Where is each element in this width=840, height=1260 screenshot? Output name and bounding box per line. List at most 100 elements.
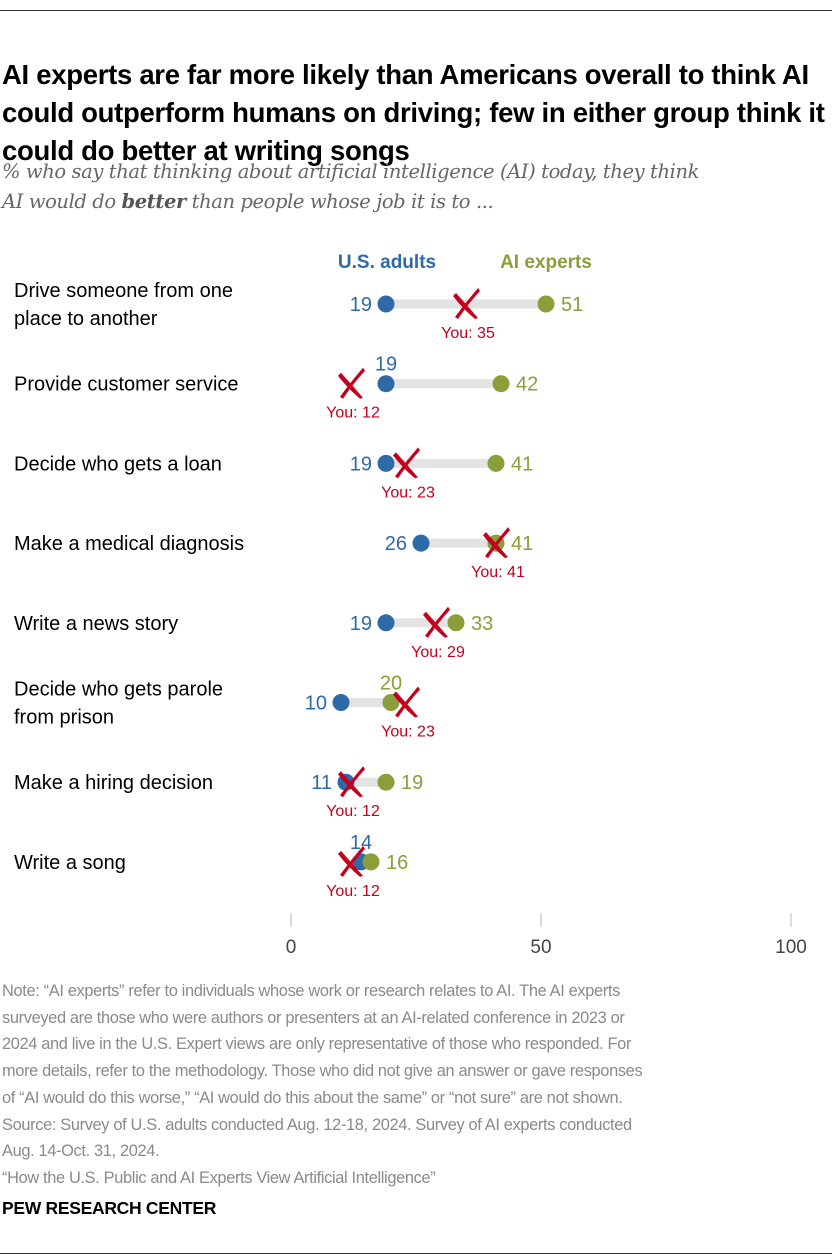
you-x-marker-icon	[423, 606, 450, 638]
ai-experts-value: 51	[561, 294, 583, 316]
us-adults-value: 19	[350, 294, 372, 316]
x-axis: 0 50 100	[286, 913, 807, 958]
row-label-line: Write a news story	[14, 613, 178, 635]
you-x-marker-icon	[483, 527, 510, 559]
row-label-line: Drive someone from one	[14, 280, 233, 302]
legend-us-adults: U.S. adults	[338, 252, 436, 273]
us-adults-dot	[332, 694, 350, 711]
us-adults-value: 19	[350, 613, 372, 635]
you-value-label: You: 23	[381, 724, 435, 741]
chart-title: AI experts are far more likely than Amer…	[2, 59, 825, 166]
note-line: 2024 and live in the U.S. Expert views a…	[2, 1035, 632, 1054]
chart-row: Make a hiring decision 11 19 You: 12	[14, 766, 423, 820]
you-x-stroke	[425, 606, 450, 638]
row-label: Write a news story	[14, 613, 178, 635]
ai-experts-dot	[537, 295, 555, 313]
row-label: Decide who gets parole from prison	[14, 679, 223, 729]
chart-row: Decide who gets a loan 19 41 You: 23	[14, 447, 533, 501]
ai-experts-value: 16	[386, 852, 408, 874]
you-x-marker-icon	[453, 288, 480, 319]
ai-experts-value: 33	[471, 613, 493, 635]
legend-ai-experts: AI experts	[500, 252, 592, 273]
x-tick-label: 100	[775, 937, 807, 958]
you-x-stroke	[485, 527, 510, 559]
row-label: Decide who gets a loan	[14, 453, 222, 475]
chart-rows: Drive someone from one place to another 19…	[14, 280, 583, 900]
you-value-label: You: 12	[326, 405, 380, 422]
us-adults-dot	[377, 295, 395, 313]
ai-experts-value: 20	[380, 673, 402, 695]
you-value-label: You: 12	[326, 803, 380, 820]
row-label: Drive someone from one place to another	[14, 280, 233, 330]
us-adults-value: 11	[311, 772, 332, 794]
x-tick-label: 50	[530, 937, 551, 958]
you-x-stroke	[340, 845, 365, 877]
ai-experts-dot	[492, 375, 510, 393]
you-value-label: You: 35	[441, 325, 495, 342]
note-line: Note: “AI experts” refer to individuals …	[2, 982, 620, 1000]
chart-row: Provide customer service 19 42 You: 12	[14, 354, 538, 422]
ai-experts-dot	[447, 614, 465, 632]
chart-row: Write a song 14 16 You: 12	[14, 832, 408, 900]
chart-subtitle: % who say that thinking about artificial…	[2, 157, 832, 217]
chart-row: Write a news story 19 33 You: 29	[14, 606, 493, 661]
note-line: of “AI would do this worse,” “AI would d…	[2, 1088, 623, 1107]
subtitle-line-1: % who say that thinking about artificial…	[2, 160, 700, 183]
ai-experts-dot	[382, 694, 400, 711]
us-adults-value: 19	[350, 453, 372, 475]
you-x-stroke	[395, 686, 420, 718]
report-title-line: “How the U.S. Public and AI Experts View…	[2, 1168, 436, 1187]
row-label-line: Decide who gets parole	[14, 679, 223, 701]
ai-experts-value: 41	[511, 533, 533, 555]
ai-experts-value: 41	[511, 453, 533, 475]
you-x-marker-icon	[393, 686, 420, 718]
you-x-marker-icon	[338, 845, 365, 877]
note-line: more details, refer to the methodology. …	[2, 1062, 643, 1081]
chart-row: Decide who gets parole from prison 10 20 You…	[14, 673, 435, 741]
row-label-line: Make a hiring decision	[14, 772, 213, 794]
chart-row: Drive someone from one place to another 19…	[14, 280, 583, 342]
you-value-label: You: 12	[326, 883, 380, 900]
row-label: Provide customer service	[14, 374, 239, 396]
row-label: Make a hiring decision	[14, 772, 213, 794]
you-value-label: You: 23	[381, 484, 435, 501]
subtitle-line-2: AI would do better than people whose job…	[2, 190, 494, 213]
row-label-line: Decide who gets a loan	[14, 453, 222, 475]
row-label-line: from prison	[14, 707, 114, 729]
row-label: Make a medical diagnosis	[14, 533, 244, 555]
us-adults-value: 14	[350, 832, 372, 854]
us-adults-value: 26	[385, 533, 407, 555]
row-label: Write a song	[14, 852, 126, 874]
us-adults-value: 10	[305, 693, 327, 715]
us-adults-dot	[377, 375, 395, 393]
row-label-line: Provide customer service	[14, 374, 239, 396]
top-rule	[0, 10, 832, 11]
row-label-line: place to another	[14, 308, 158, 330]
you-value-label: You: 29	[411, 644, 465, 661]
us-adults-dot	[377, 454, 395, 472]
ai-experts-dot	[377, 773, 395, 791]
ai-experts-dot	[487, 454, 505, 472]
x-tick-label: 0	[286, 937, 297, 958]
brand-footer: PEW RESEARCH CENTER	[2, 1198, 217, 1218]
you-value-label: You: 41	[471, 564, 525, 581]
source-line: Source: Survey of U.S. adults conducted …	[2, 1115, 632, 1134]
us-adults-dot	[412, 534, 430, 552]
you-x-marker-icon	[393, 447, 420, 479]
row-label-line: Write a song	[14, 852, 126, 874]
us-adults-dot	[377, 614, 395, 632]
you-x-stroke	[340, 766, 365, 798]
note-line: surveyed are those who were authors or p…	[2, 1008, 625, 1027]
chart-row: Make a medical diagnosis 26 41 You: 41	[14, 527, 533, 581]
you-x-stroke	[455, 288, 480, 319]
us-adults-value: 19	[375, 354, 397, 376]
dot-plot-chart: U.S. adults AI experts Drive someone fro…	[14, 252, 807, 958]
ai-experts-dot	[362, 853, 380, 871]
ai-experts-value: 19	[401, 772, 423, 794]
row-label-line: Make a medical diagnosis	[14, 533, 244, 555]
notes: Note: “AI experts” refer to individuals …	[2, 978, 832, 1192]
source-line: Aug. 14-Oct. 31, 2024.	[2, 1142, 160, 1161]
you-x-stroke	[340, 367, 365, 399]
subtitle-emphasis: better	[121, 190, 187, 213]
you-x-marker-icon	[338, 367, 365, 399]
